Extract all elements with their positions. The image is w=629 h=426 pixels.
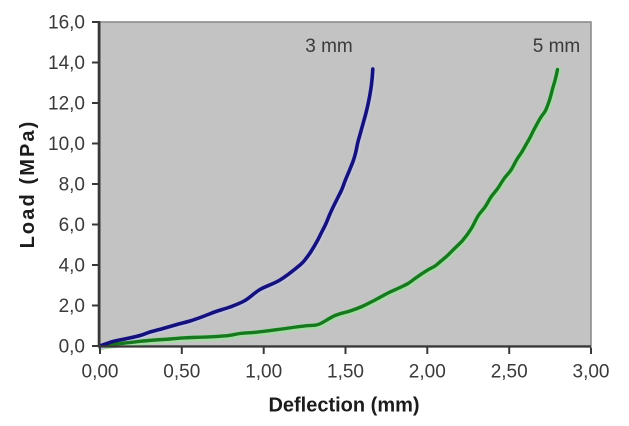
svg-text:2,50: 2,50	[491, 362, 528, 383]
svg-text:0,0: 0,0	[59, 337, 85, 358]
svg-text:0,50: 0,50	[163, 362, 200, 383]
svg-text:1,00: 1,00	[245, 362, 282, 383]
svg-text:10,0: 10,0	[48, 134, 85, 155]
svg-text:6,0: 6,0	[59, 215, 85, 236]
svg-text:1,50: 1,50	[327, 362, 364, 383]
svg-text:12,0: 12,0	[48, 94, 85, 115]
svg-text:Deflection (mm): Deflection (mm)	[268, 395, 419, 417]
svg-text:16,0: 16,0	[48, 13, 85, 34]
svg-text:8,0: 8,0	[59, 175, 85, 196]
svg-text:0,00: 0,00	[82, 362, 119, 383]
svg-text:5 mm: 5 mm	[533, 36, 581, 57]
svg-text:Load (MPa): Load (MPa)	[17, 120, 39, 249]
svg-text:2,00: 2,00	[409, 362, 446, 383]
svg-text:4,0: 4,0	[59, 256, 85, 277]
svg-text:14,0: 14,0	[48, 53, 85, 74]
svg-text:3 mm: 3 mm	[305, 36, 353, 57]
svg-text:3,00: 3,00	[573, 362, 610, 383]
svg-text:2,0: 2,0	[59, 296, 85, 317]
